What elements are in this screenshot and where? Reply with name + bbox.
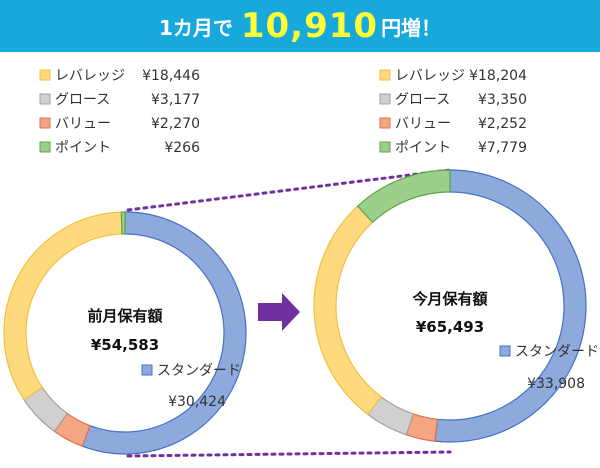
current-month-donut: 今月保有額 ¥65,493 スタンダード ¥33,908 xyxy=(313,169,599,443)
legend-swatch-value xyxy=(379,117,391,129)
headline-prefix: 1カ月で xyxy=(158,15,233,40)
center-total: ¥65,493 xyxy=(416,318,484,336)
standard-value: ¥30,424 xyxy=(168,394,226,410)
connector-top xyxy=(126,168,452,212)
legend-value-point: ¥266 xyxy=(164,140,200,156)
current-month-legend: レバレッジ ¥18,204 グロース ¥3,350 バリュー ¥2,252 ポイント ¥7,7… xyxy=(379,68,527,156)
legend-label-leverage: レバレッジ xyxy=(395,68,465,84)
legend-value-growth: ¥3,350 xyxy=(478,92,527,108)
legend-label-growth: グロース xyxy=(55,92,110,108)
standard-legend-swatch xyxy=(499,345,511,357)
legend-swatch-point xyxy=(39,141,51,153)
donut-slice-point xyxy=(356,169,451,224)
donut-slice-standard xyxy=(81,211,247,455)
center-label: 今月保有額 xyxy=(411,290,487,308)
center-total: ¥54,583 xyxy=(91,336,159,354)
donut-slice-point xyxy=(120,211,126,235)
legend-label-value: バリュー xyxy=(395,116,451,132)
headline-suffix: 円増！ xyxy=(381,15,442,40)
donut-slice-leverage xyxy=(3,211,123,401)
legend-swatch-point xyxy=(379,141,391,153)
connector-bottom xyxy=(126,450,452,458)
legend-label-point: ポイント xyxy=(395,140,451,156)
legend-swatch-growth xyxy=(39,93,51,105)
legend-label-leverage: レバレッジ xyxy=(55,68,125,84)
legend-value-growth: ¥3,177 xyxy=(151,92,200,108)
legend-value-value: ¥2,252 xyxy=(478,116,527,132)
legend-label-value: バリュー xyxy=(55,116,111,132)
center-label: 前月保有額 xyxy=(87,307,162,325)
legend-label-growth: グロース xyxy=(395,92,450,108)
legend-swatch-value xyxy=(39,117,51,129)
legend-value-leverage: ¥18,204 xyxy=(469,68,527,84)
previous-month-legend: レバレッジ ¥18,446 グロース ¥3,177 バリュー ¥2,270 ポイント ¥266 xyxy=(39,68,200,156)
standard-value: ¥33,908 xyxy=(527,376,585,392)
legend-swatch-growth xyxy=(379,93,391,105)
headline-amount: 10,910 xyxy=(240,6,379,46)
headline-banner: 1カ月で 10,910 円増！ xyxy=(0,0,600,52)
legend-value-point: ¥7,779 xyxy=(478,140,527,156)
legend-swatch-leverage xyxy=(39,69,51,81)
legend-value-leverage: ¥18,446 xyxy=(142,68,200,84)
legend-value-value: ¥2,270 xyxy=(151,116,200,132)
right-arrow-icon xyxy=(258,293,300,331)
transition-arrow xyxy=(258,293,300,331)
donut-slice-leverage xyxy=(313,205,382,416)
zoom-connectors xyxy=(126,168,452,458)
donut-comparison-chart: 前月保有額 ¥54,583 スタンダード ¥30,424 今月保有額 ¥65,493 スタ… xyxy=(3,68,599,458)
legend-label-point: ポイント xyxy=(55,140,111,156)
standard-label: スタンダード xyxy=(157,363,241,379)
standard-legend-swatch xyxy=(141,364,153,376)
standard-label: スタンダード xyxy=(515,344,599,360)
legend-swatch-leverage xyxy=(379,69,391,81)
previous-month-donut: 前月保有額 ¥54,583 スタンダード ¥30,424 xyxy=(3,211,247,455)
